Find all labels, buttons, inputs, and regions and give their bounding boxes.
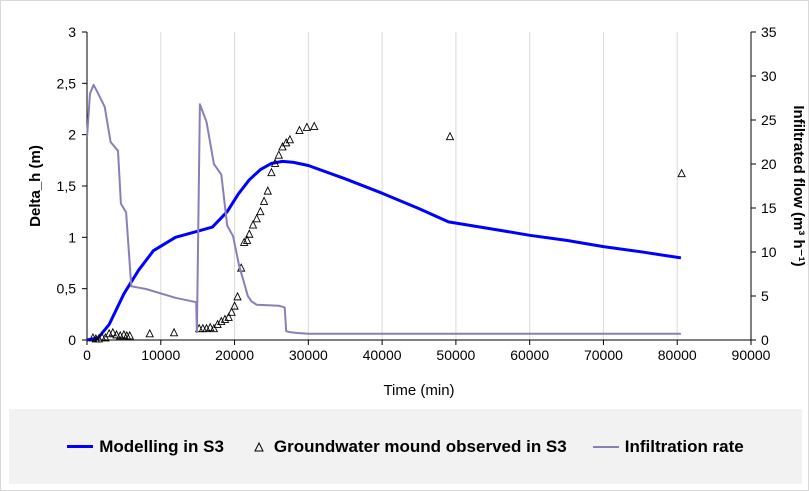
legend-item-observed: Groundwater mound observed in S3	[250, 437, 567, 457]
observed-point-marker	[302, 122, 312, 131]
observed-point-marker	[252, 213, 261, 223]
x-tick-label: 30000	[289, 347, 328, 363]
observed-point-marker	[256, 206, 265, 216]
y2-tick-label: 35	[761, 24, 777, 40]
x-tick-label: 10000	[141, 347, 180, 363]
y2-axis-title: Infiltrated flow (m³ h⁻¹)	[790, 105, 807, 266]
legend-swatch-purple-line	[592, 445, 619, 448]
y2-tick-label: 5	[761, 288, 769, 304]
legend: Modelling in S3 Groundwater mound observ…	[9, 409, 802, 484]
legend-label: Modelling in S3	[99, 436, 224, 456]
observed-point-marker	[108, 327, 118, 337]
gridlines	[160, 32, 752, 340]
legend-label: Groundwater mound observed in S3	[273, 436, 567, 456]
y2-tick-label: 25	[761, 112, 777, 128]
observed-point-marker	[169, 327, 179, 337]
y-axis-title: Delta_h (m)	[27, 145, 44, 227]
observed-point-marker	[233, 291, 242, 301]
observed-point-marker	[205, 322, 215, 332]
y-tick-label: 0	[68, 332, 76, 348]
observed-point-marker	[278, 141, 287, 151]
chart-svg: 0 10000 20000 30000 40000 50000 60000 70000 8000…	[27, 24, 807, 399]
observed-point-marker	[224, 312, 233, 321]
observed-point-marker	[295, 125, 304, 135]
observed-point-marker	[145, 328, 154, 338]
y-tick-label: 1	[68, 229, 76, 245]
y-tick-label: 2	[68, 127, 76, 143]
y2-tick-label: 20	[761, 156, 777, 172]
observed-point-marker	[94, 333, 104, 343]
observed-point-marker	[198, 323, 208, 333]
triangle-marker-icon	[254, 441, 264, 451]
y-tick-label: 3	[68, 24, 76, 40]
x-tick-label: 90000	[732, 347, 771, 363]
observed-point-marker	[220, 314, 230, 323]
observed-point-marker	[310, 121, 319, 130]
x-tick-label: 80000	[658, 347, 697, 363]
x-tick-label: 0	[83, 347, 91, 363]
observed-point-marker	[248, 220, 258, 229]
observed-point-marker	[209, 323, 219, 333]
observed-point-marker	[239, 237, 249, 246]
observed-point-marker	[274, 150, 284, 159]
observed-point-marker	[259, 196, 269, 205]
y-tick-label: 1,5	[57, 178, 77, 194]
y-tick-label: 0,5	[57, 281, 77, 297]
x-tick-label: 20000	[215, 347, 254, 363]
observed-point-marker	[445, 131, 455, 141]
observed-point-marker	[217, 316, 226, 325]
modelling-line	[86, 159, 682, 342]
y2-tick-label: 15	[761, 200, 777, 216]
observed-point-marker	[97, 331, 106, 341]
observed-point-marker	[227, 307, 236, 316]
observed-point-marker	[267, 167, 276, 177]
x-tick-label: 70000	[584, 347, 623, 363]
observed-point-marker	[270, 158, 280, 167]
observed-point-marker	[242, 235, 252, 244]
series	[86, 83, 686, 343]
legend-background: Modelling in S3 Groundwater mound observ…	[9, 409, 802, 484]
observed-point-marker	[230, 301, 239, 310]
y-tick-label: 2,5	[57, 75, 77, 91]
x-tick-label: 50000	[436, 347, 475, 363]
y2-tick-label: 0	[761, 332, 769, 348]
infiltration-rate-line	[86, 83, 681, 335]
observed-point-marker	[263, 186, 272, 195]
legend-item-infiltration: Infiltration rate	[592, 436, 744, 457]
observed-point-marker	[677, 168, 686, 178]
tick-labels: 0 10000 20000 30000 40000 50000 60000 70000 8000…	[57, 24, 777, 363]
x-tick-label: 60000	[510, 347, 549, 363]
x-axis-title: Time (min)	[383, 382, 454, 399]
x-tick-label: 40000	[363, 347, 402, 363]
legend-swatch-blue-line	[67, 445, 94, 448]
legend-label: Infiltration rate	[624, 436, 744, 456]
observed-point-marker	[245, 229, 254, 238]
legend-item-modelling: Modelling in S3	[67, 437, 224, 457]
axes	[82, 31, 756, 345]
observed-point-marker	[101, 332, 110, 342]
y2-tick-label: 30	[761, 68, 777, 84]
y2-tick-label: 10	[761, 244, 777, 260]
observed-point-marker	[285, 134, 295, 144]
observed-point-marker	[112, 329, 121, 339]
observed-point-marker	[125, 330, 135, 340]
